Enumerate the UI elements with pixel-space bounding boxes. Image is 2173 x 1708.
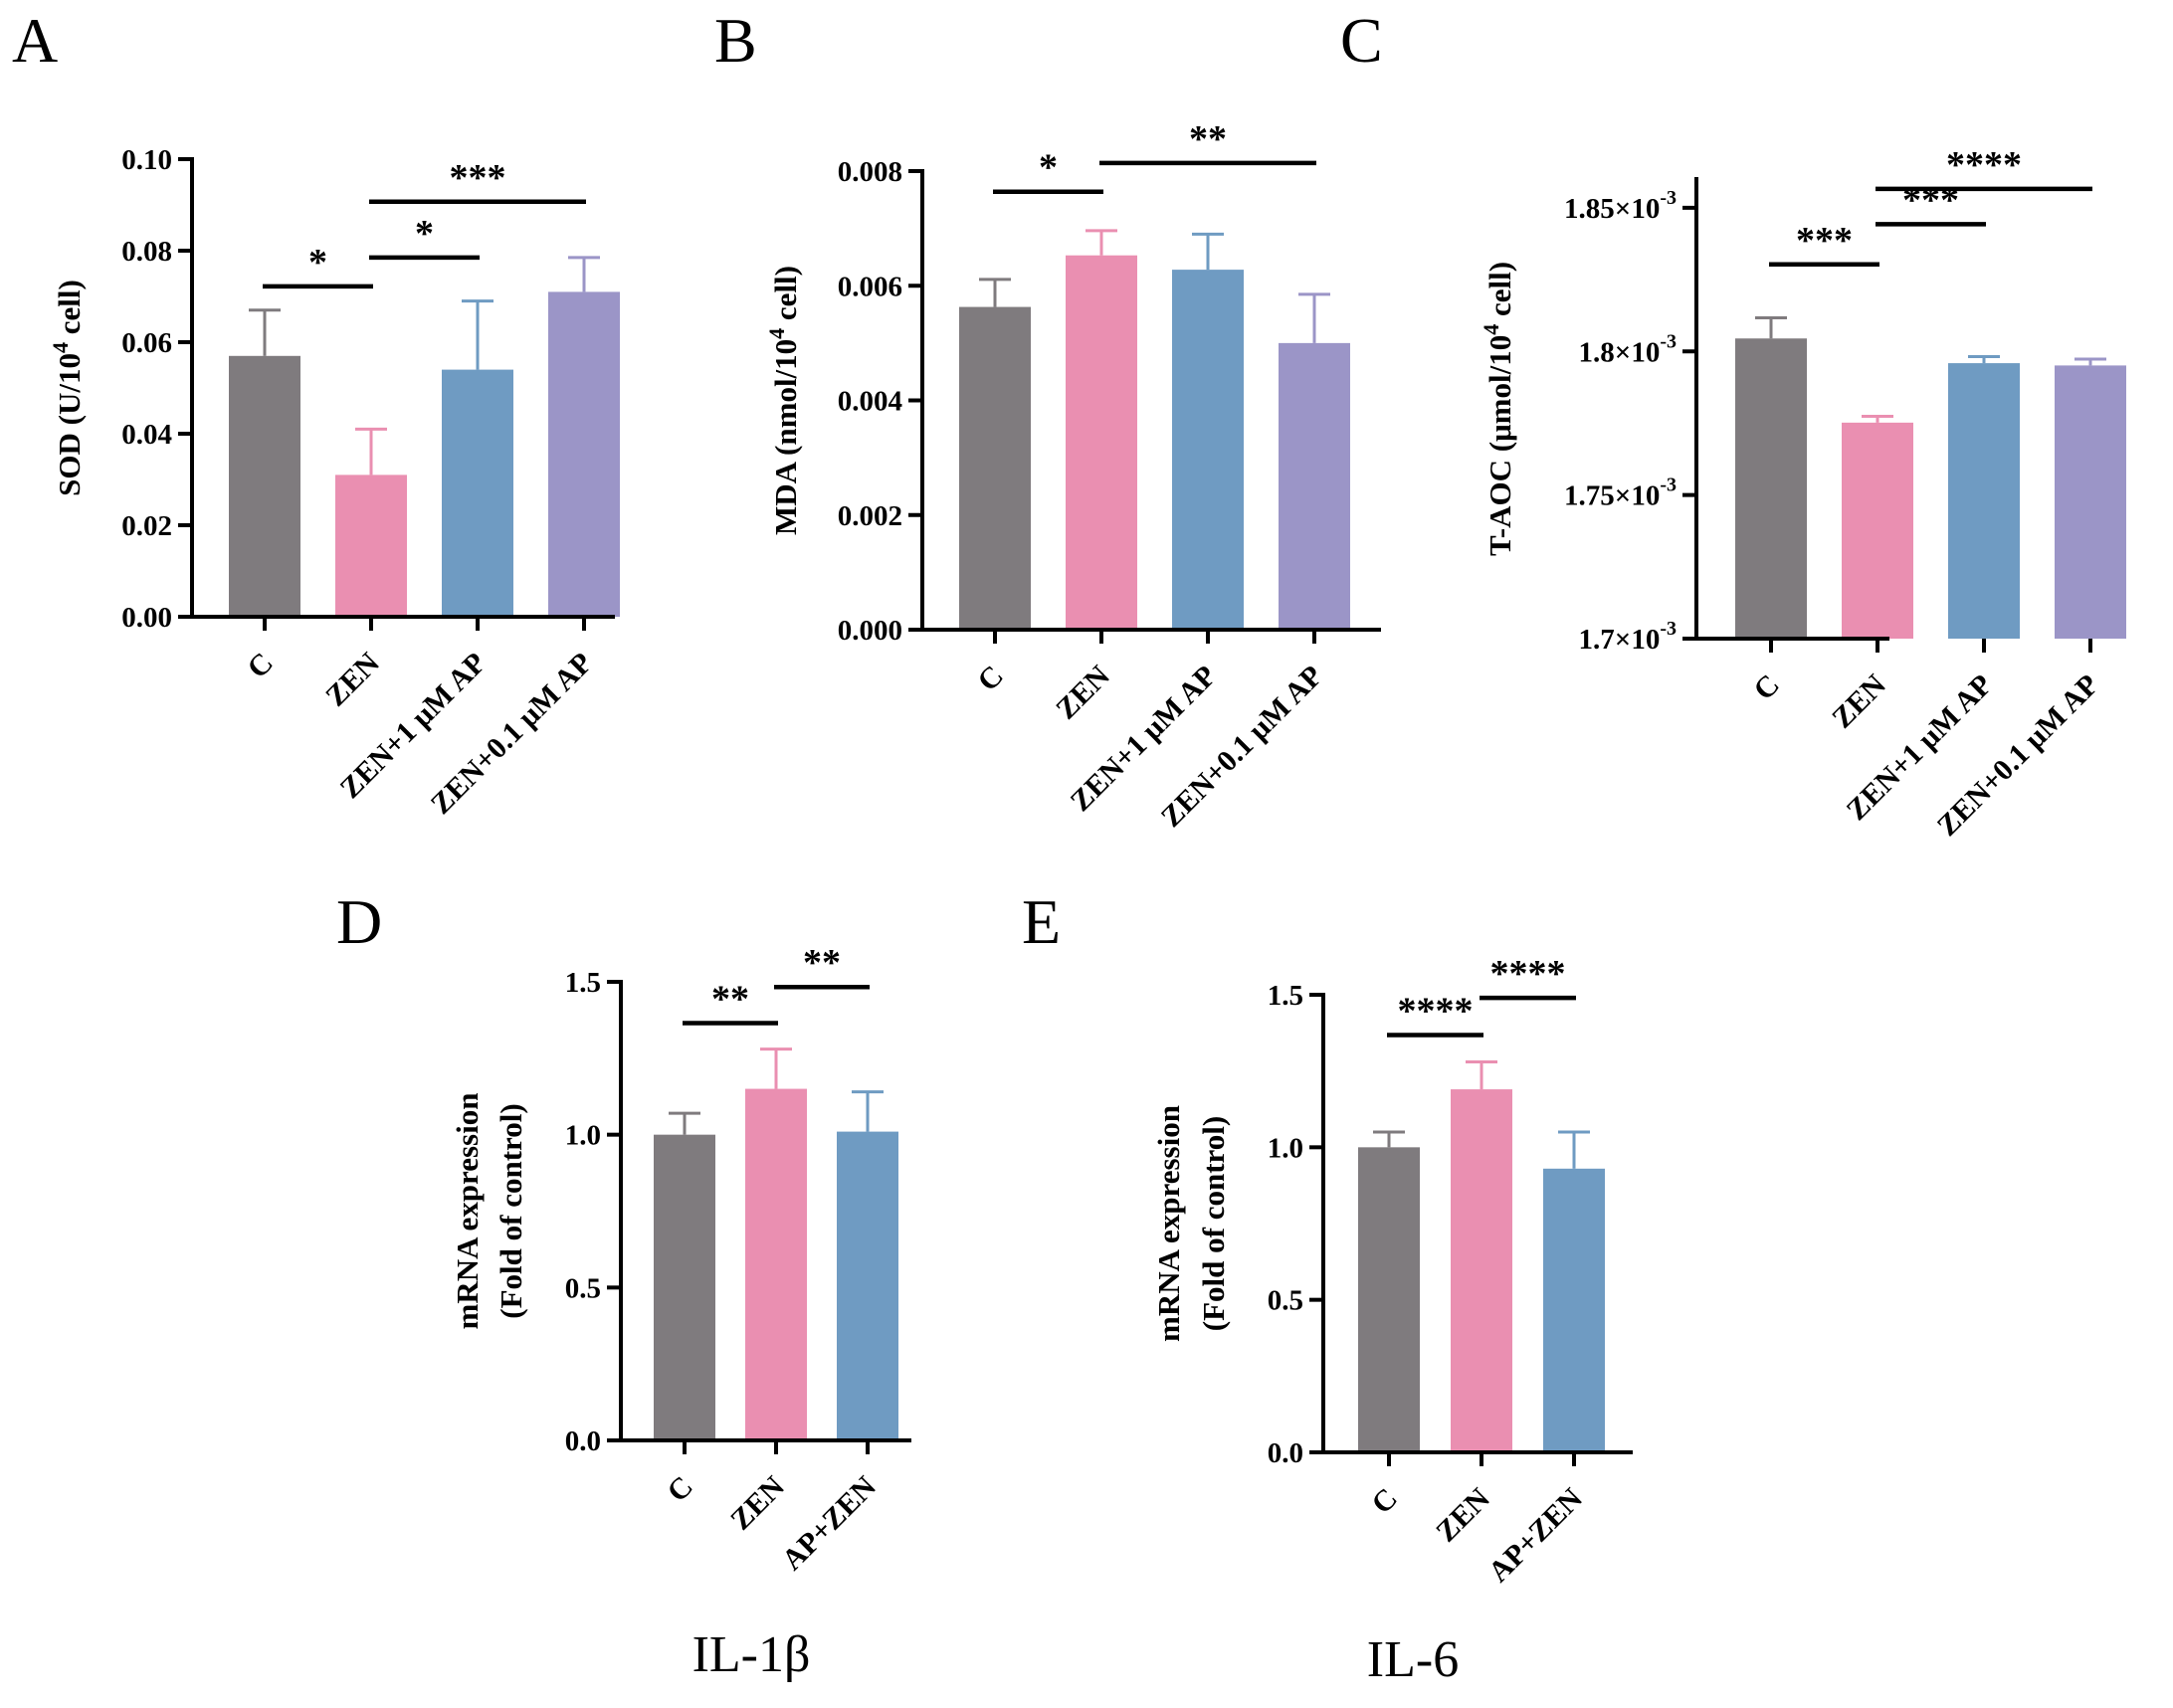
x-category-label: C bbox=[1365, 1482, 1404, 1521]
y-axis-label-exponent: 4 bbox=[764, 328, 789, 339]
bar-e-1 bbox=[1451, 1089, 1512, 1452]
x-category-label: C bbox=[1747, 668, 1786, 707]
significance-label: ** bbox=[1189, 118, 1227, 160]
y-axis-label: T-AOC (μmol/104 cell) bbox=[1479, 262, 1517, 556]
y-axis-label: mRNA expression bbox=[450, 1093, 485, 1330]
y-tick-label: 0.004 bbox=[838, 386, 902, 418]
y-tick-exponent: -3 bbox=[1660, 618, 1677, 640]
y-axis-label-line2: (Fold of control) bbox=[1196, 1116, 1231, 1331]
significance-label: *** bbox=[1902, 179, 1959, 221]
bar-a-2 bbox=[442, 369, 513, 617]
panel-letter: D bbox=[336, 886, 382, 957]
bar-b-2 bbox=[1172, 270, 1244, 630]
bar-c-3 bbox=[2055, 365, 2126, 639]
bar-e-0 bbox=[1358, 1147, 1420, 1452]
y-tick-exponent: -3 bbox=[1660, 330, 1677, 352]
panel-letter: B bbox=[714, 5, 757, 76]
x-category-label: ZEN bbox=[1826, 667, 1892, 734]
y-axis-label-exponent: 4 bbox=[1479, 324, 1503, 335]
y-tick-label: 0.00 bbox=[121, 602, 172, 634]
bar-d-1 bbox=[745, 1088, 807, 1440]
significance-label: ** bbox=[803, 942, 841, 984]
y-tick-label: 0.08 bbox=[121, 236, 172, 268]
y-tick-label: 0.04 bbox=[121, 419, 172, 451]
bar-e-2 bbox=[1543, 1168, 1605, 1452]
y-tick-label: 1.8×10-3 bbox=[1579, 330, 1677, 368]
y-axis-label-tail: cell) bbox=[52, 280, 87, 342]
y-tick-label: 1.75×10-3 bbox=[1564, 474, 1677, 512]
y-tick-label: 0.006 bbox=[838, 271, 902, 302]
panel-c: C1.7×10-31.75×10-31.8×10-31.85×10-3C ZENZ… bbox=[1340, 5, 2126, 843]
panel-letter: E bbox=[1022, 886, 1061, 957]
y-tick-label: 0.10 bbox=[121, 144, 172, 176]
significance-label: ** bbox=[711, 978, 749, 1020]
significance-label: *** bbox=[1796, 220, 1853, 262]
y-tick-exponent: -3 bbox=[1660, 187, 1677, 209]
bar-b-0 bbox=[959, 306, 1031, 630]
significance-label: **** bbox=[1490, 953, 1566, 995]
y-tick-label: 0.0 bbox=[565, 1425, 601, 1457]
significance-label: **** bbox=[1398, 990, 1474, 1032]
y-axis-label: mRNA expression bbox=[1151, 1105, 1186, 1342]
y-tick-label: 1.0 bbox=[565, 1120, 601, 1152]
x-category-label: ZEN bbox=[724, 1469, 791, 1536]
y-tick-label: 0.02 bbox=[121, 510, 172, 542]
bar-d-2 bbox=[837, 1131, 898, 1440]
y-axis-label: SOD (U/104 cell) bbox=[48, 280, 87, 496]
x-category-label: AP+ZEN bbox=[1482, 1481, 1590, 1589]
y-axis-label-line2: (Fold of control) bbox=[494, 1103, 528, 1318]
bar-a-0 bbox=[229, 355, 300, 617]
y-tick-exponent: -3 bbox=[1660, 474, 1677, 496]
y-tick-label: 0.0 bbox=[1268, 1437, 1303, 1469]
y-tick-label: 1.7×10-3 bbox=[1579, 618, 1677, 656]
bar-b-3 bbox=[1279, 342, 1350, 630]
gene-label: IL-1β bbox=[692, 1626, 811, 1683]
y-tick-label: 1.0 bbox=[1268, 1132, 1303, 1164]
significance-label: **** bbox=[1946, 144, 2022, 186]
significance-label: *** bbox=[450, 157, 506, 199]
significance-label: * bbox=[415, 213, 434, 255]
y-axis-label-tail: cell) bbox=[768, 266, 803, 328]
x-category-label: ZEN bbox=[1050, 659, 1116, 725]
gene-label: IL-6 bbox=[1367, 1631, 1459, 1688]
bar-a-1 bbox=[335, 474, 407, 617]
y-tick-label: 0.06 bbox=[121, 327, 172, 359]
y-tick-label: 0.000 bbox=[838, 615, 902, 647]
x-category-label: ZEN bbox=[1430, 1481, 1496, 1548]
significance-label: * bbox=[1039, 147, 1058, 189]
panel-letter: A bbox=[12, 5, 58, 76]
y-tick-label: 1.5 bbox=[565, 967, 601, 999]
bar-a-3 bbox=[548, 291, 620, 617]
bar-c-2 bbox=[1948, 363, 2020, 639]
bar-c-0 bbox=[1735, 338, 1807, 639]
x-category-label: C bbox=[661, 1470, 699, 1509]
y-tick-label: 0.008 bbox=[838, 156, 902, 188]
x-category-label: C bbox=[971, 660, 1010, 698]
significance-label: * bbox=[308, 242, 327, 284]
x-category-label: C bbox=[241, 647, 280, 685]
y-tick-label: 0.5 bbox=[1268, 1285, 1303, 1317]
x-category-label: ZEN bbox=[319, 646, 386, 712]
y-axis-label-tail: cell) bbox=[1482, 262, 1517, 324]
bar-c-1 bbox=[1842, 422, 1913, 639]
y-tick-label: 1.85×10-3 bbox=[1564, 187, 1677, 225]
bar-d-0 bbox=[654, 1134, 715, 1440]
y-axis-label: MDA (nmol/104 cell) bbox=[764, 266, 803, 535]
y-tick-label: 0.5 bbox=[565, 1272, 601, 1304]
panel-letter: C bbox=[1340, 5, 1383, 76]
x-category-label: AP+ZEN bbox=[776, 1469, 884, 1577]
y-tick-label: 1.5 bbox=[1268, 980, 1303, 1012]
bar-b-1 bbox=[1066, 255, 1137, 630]
y-axis-label-exponent: 4 bbox=[48, 342, 73, 353]
y-tick-label: 0.002 bbox=[838, 500, 902, 532]
